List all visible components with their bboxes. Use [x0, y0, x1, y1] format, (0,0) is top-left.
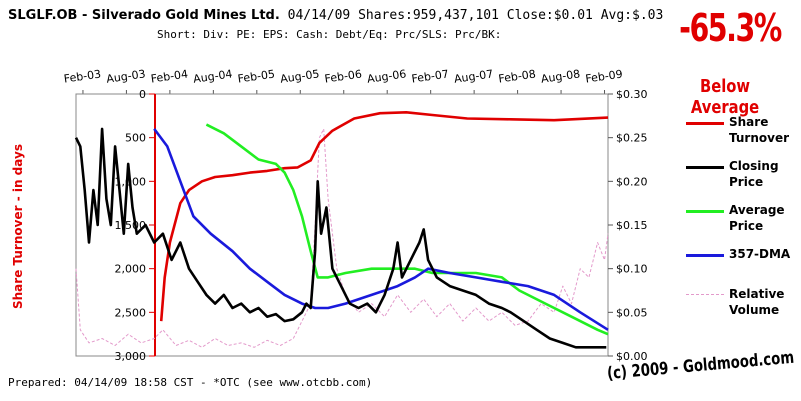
- x-tick-label: Feb-03: [63, 67, 102, 85]
- x-tick-label: Feb-04: [150, 67, 189, 85]
- header-stats: 04/14/09 Shares:959,437,101 Close:$0.01 …: [279, 8, 664, 23]
- series-line-relative-volume: [75, 128, 609, 348]
- y-right-tick-label: $0.15: [616, 219, 648, 232]
- y-axis-right-ticks: $0.30 $0.25 $0.20 $0.15 $0.10 $0.05 $0.00: [608, 88, 648, 363]
- header-short-line: Short: Div: PE: EPS: Cash: Debt/Eq: Prc/…: [157, 28, 502, 41]
- series-line-357-dma: [153, 128, 609, 331]
- x-axis-ticks: Feb-03 Aug-03 Feb-04 Aug-04 Feb-05 Aug-05 Feb-…: [63, 67, 623, 94]
- x-tick-label: Aug-03: [105, 67, 146, 85]
- company-name: - Silverado Gold Mines Ltd.: [77, 8, 280, 23]
- series-line-closing-price: [74, 127, 607, 349]
- y-left-tick-label: 500: [125, 132, 146, 145]
- legend: Share Turnover Closing Price Average Pri…: [686, 114, 798, 330]
- x-tick-label: Aug-08: [540, 67, 581, 85]
- legend-label: Closing Price: [729, 159, 779, 189]
- x-tick-label: Aug-04: [192, 67, 233, 85]
- x-tick-label: Feb-08: [498, 67, 537, 85]
- legend-item-relative-volume: Relative Volume: [686, 286, 798, 330]
- y-right-tick-label: $0.25: [616, 132, 648, 145]
- x-tick-label: Feb-06: [324, 67, 363, 85]
- legend-swatch: [686, 122, 724, 125]
- series-line-average-price: [205, 123, 609, 336]
- x-tick-label: Feb-07: [411, 67, 450, 85]
- y-right-tick-label: $0.00: [616, 350, 648, 363]
- legend-label: Average Price: [729, 203, 785, 233]
- y-right-tick-label: $0.20: [616, 175, 648, 188]
- y-right-tick-label: $0.10: [616, 263, 648, 276]
- ticker-symbol: SLGLF.OB: [8, 8, 78, 23]
- legend-swatch: [686, 166, 724, 169]
- y-left-tick-label: 2,000: [115, 263, 147, 276]
- y-left-tick-label: 0: [139, 88, 146, 101]
- x-tick-label: Feb-05: [237, 67, 276, 85]
- percent-badge: -65.3%: [679, 6, 782, 50]
- x-tick-label: Aug-07: [453, 67, 494, 85]
- y-right-tick-label: $0.05: [616, 306, 648, 319]
- y-right-tick-label: $0.30: [616, 88, 648, 101]
- x-tick-label: Aug-05: [279, 67, 320, 85]
- legend-item-average-price: Average Price: [686, 202, 798, 246]
- y-left-tick-label: 2,500: [115, 306, 147, 319]
- x-tick-label: Aug-06: [366, 67, 407, 85]
- header-title: SLGLF.OB - Silverado Gold Mines Ltd. 04/…: [8, 8, 663, 23]
- y-left-tick-label: 3,000: [115, 350, 147, 363]
- legend-label: Relative Volume: [729, 287, 785, 317]
- x-tick-label: Feb-09: [585, 67, 624, 85]
- legend-swatch: [686, 294, 724, 295]
- legend-item-share-turnover: Share Turnover: [686, 114, 798, 158]
- legend-label: Share Turnover: [729, 115, 789, 145]
- percent-badge-label: Below Average: [690, 76, 760, 118]
- footer-prepared: Prepared: 04/14/09 18:58 CST - *OTC (see…: [8, 376, 373, 389]
- legend-item-357-dma: 357-DMA: [686, 246, 798, 286]
- series-layer: [74, 111, 609, 349]
- legend-item-closing-price: Closing Price: [686, 158, 798, 202]
- legend-swatch: [686, 210, 724, 213]
- legend-label: 357-DMA: [729, 247, 791, 261]
- legend-swatch: [686, 254, 724, 257]
